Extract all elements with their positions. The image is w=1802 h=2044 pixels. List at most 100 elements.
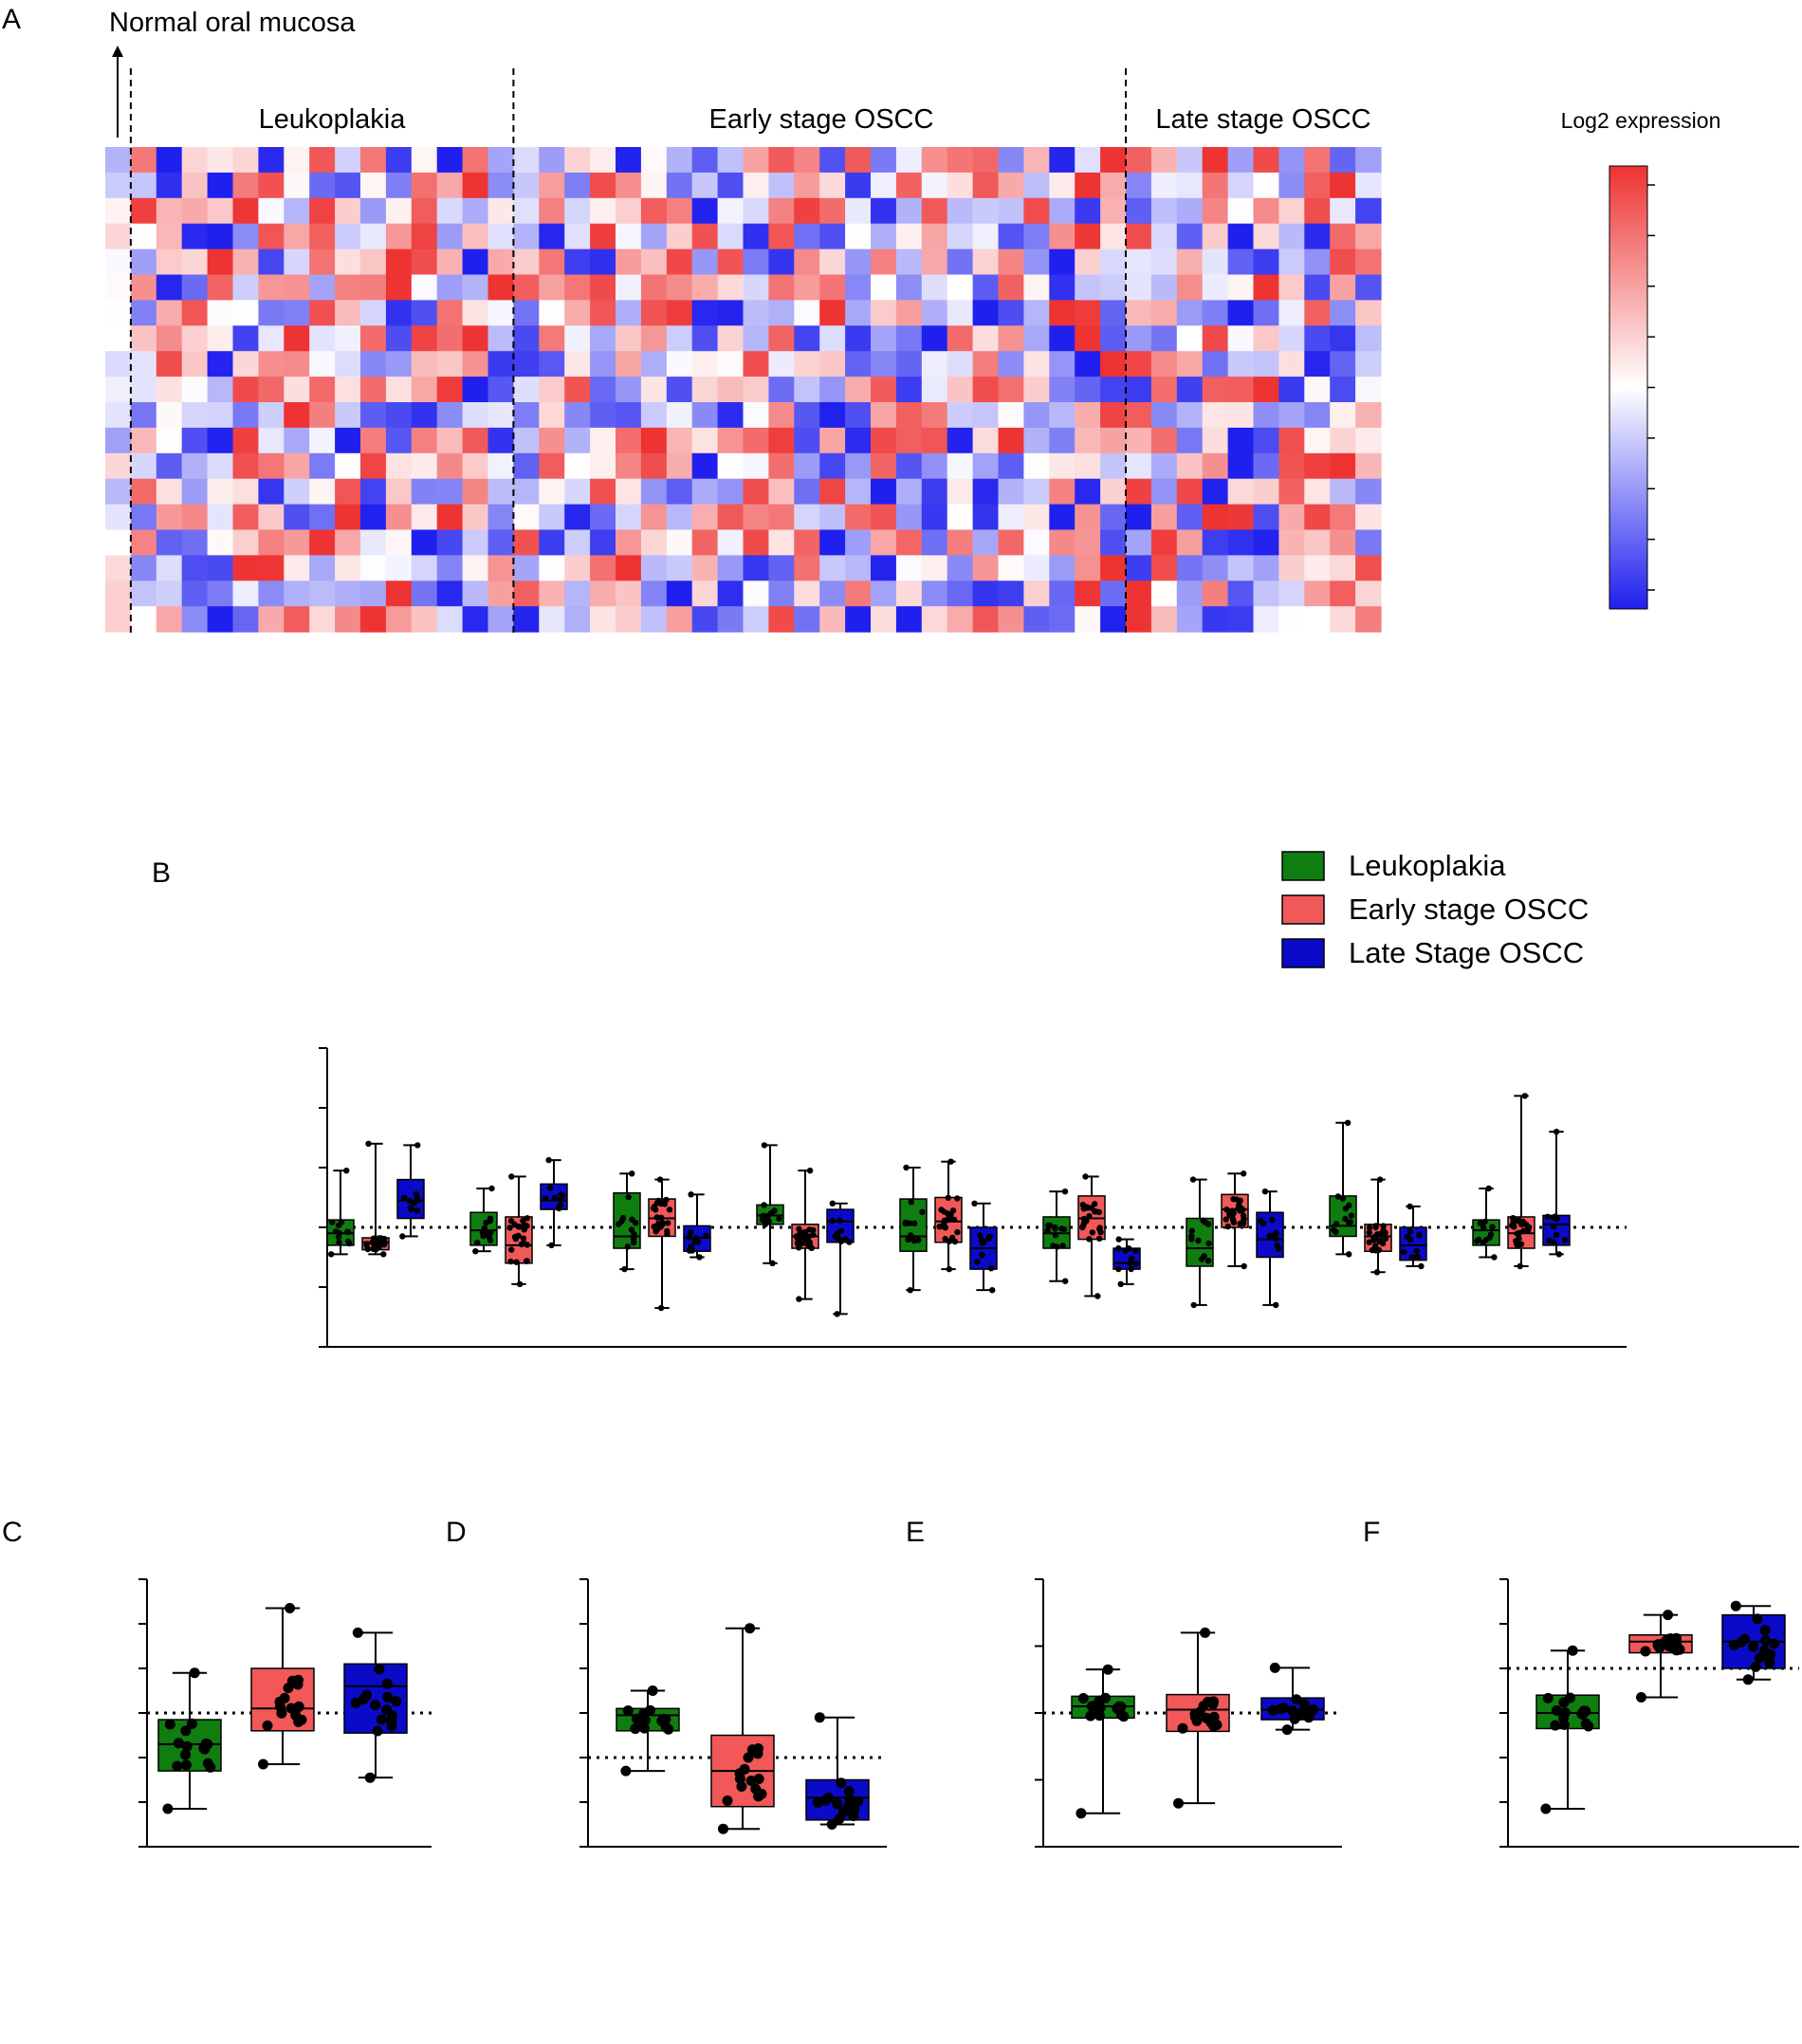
heat-cell (309, 351, 336, 377)
heat-cell (1355, 478, 1382, 506)
heat-cell (845, 172, 872, 199)
data-point (1275, 1703, 1286, 1715)
heat-cell (156, 427, 183, 454)
heat-cell (1075, 478, 1101, 506)
heat-cell (258, 351, 285, 377)
data-point (1511, 1219, 1517, 1226)
heat-cell (947, 249, 974, 276)
heat-cell (385, 325, 413, 352)
heat-cell (1150, 197, 1178, 225)
data-point (769, 1260, 776, 1267)
heat-cell (513, 580, 540, 607)
data-point (1115, 1265, 1122, 1273)
heat-cell (921, 197, 948, 225)
heat-cell (1278, 504, 1305, 531)
boxplot-ecadherin (138, 1578, 432, 1848)
heat-cell (1049, 172, 1076, 199)
heat-cell (1202, 274, 1229, 301)
data-point (365, 1140, 372, 1148)
data-point (776, 1215, 782, 1223)
heat-cell (691, 147, 719, 174)
heat-cell (411, 427, 438, 454)
data-point (1765, 1649, 1776, 1661)
heat-cell (105, 274, 132, 301)
heat-cell (845, 555, 872, 581)
data-point (1333, 1228, 1339, 1236)
heat-cell (309, 300, 336, 326)
heat-cell (539, 504, 565, 531)
heat-cell (1075, 300, 1101, 326)
heat-cell (921, 402, 948, 429)
heat-cell (284, 478, 310, 506)
heat-cell (998, 147, 1024, 174)
data-point (843, 1786, 855, 1797)
heat-cell (564, 555, 591, 581)
heat-cell (794, 300, 820, 326)
heat-cell (1023, 351, 1050, 377)
data-point (946, 1265, 952, 1273)
heat-cell (616, 377, 642, 403)
heat-cell (819, 606, 846, 633)
heat-cell (921, 478, 948, 506)
heat-cell (207, 606, 234, 633)
heat-cell (895, 300, 923, 326)
heat-cell (232, 529, 259, 556)
data-point (187, 1718, 197, 1729)
data-point (745, 1776, 757, 1786)
data-point (1092, 1201, 1098, 1207)
heat-cell (1202, 478, 1229, 506)
heat-cell (385, 274, 413, 301)
heat-cell (921, 606, 948, 633)
heat-cell (1304, 274, 1331, 301)
heat-cell (1150, 427, 1178, 454)
heat-cell (768, 478, 795, 506)
heat-cell (258, 377, 285, 403)
heat-cell (1330, 274, 1356, 301)
data-point (1122, 1247, 1129, 1254)
data-point (545, 1156, 552, 1164)
heat-cell (768, 300, 795, 326)
heat-cell (1049, 504, 1076, 531)
heat-cell (462, 249, 489, 276)
data-point (907, 1287, 913, 1294)
data-point (633, 1220, 639, 1226)
data-point (947, 1158, 954, 1165)
heat-cell (462, 300, 489, 326)
heat-cell (1126, 147, 1152, 174)
heat-cell (309, 325, 336, 352)
heat-cell (436, 351, 464, 377)
heat-cell (105, 351, 132, 377)
heat-cell (487, 529, 514, 556)
heat-cell (717, 606, 745, 633)
data-point (483, 1219, 489, 1226)
heat-cell (130, 351, 157, 377)
heat-cell (1253, 402, 1279, 429)
heat-cell (845, 377, 872, 403)
data-point (1401, 1248, 1407, 1256)
heat-cell (1330, 249, 1356, 276)
heat-cell (207, 580, 234, 607)
data-point (1128, 1265, 1134, 1273)
heat-cell (1126, 478, 1152, 506)
data-point (638, 1722, 650, 1734)
heat-cell (921, 555, 948, 581)
heat-cell (539, 478, 565, 506)
heat-cell (1253, 427, 1279, 454)
heat-cell (436, 249, 464, 276)
heat-cell (436, 555, 464, 581)
data-point (1475, 1236, 1482, 1243)
heat-cell (105, 555, 132, 581)
heat-cell (691, 197, 719, 225)
heat-cell (462, 351, 489, 377)
heat-cell (794, 197, 820, 225)
heatmap-grid (105, 147, 1382, 633)
data-point (1127, 1260, 1133, 1266)
data-point (345, 1238, 352, 1245)
heat-cell (921, 300, 948, 326)
heat-cell (794, 351, 820, 377)
heat-cell (1278, 249, 1305, 276)
data-point (797, 1229, 803, 1236)
heat-cell (819, 402, 846, 429)
heat-cell (360, 580, 387, 607)
data-point (1480, 1240, 1487, 1246)
